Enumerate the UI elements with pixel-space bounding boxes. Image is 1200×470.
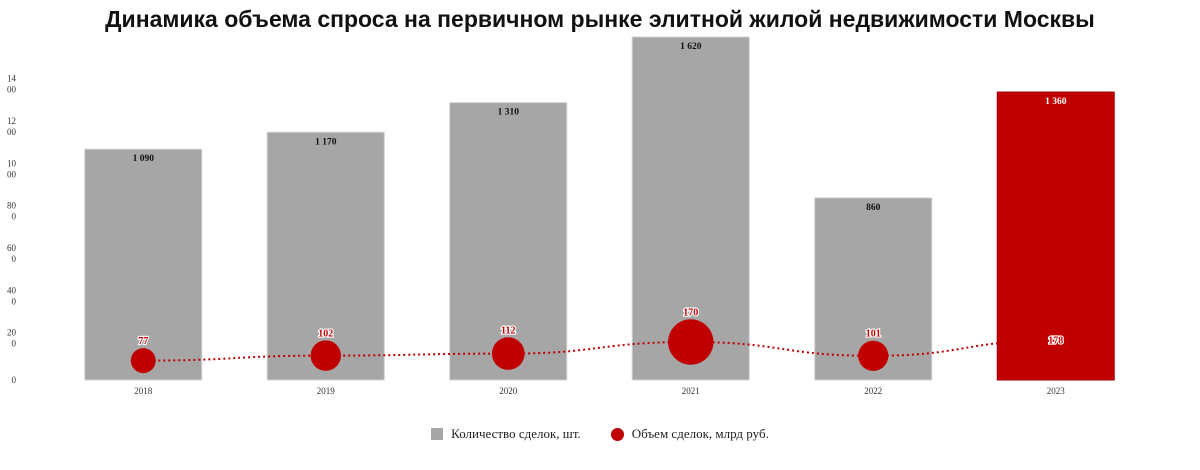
volume-value-label: 77 bbox=[138, 336, 148, 347]
bar-value-label: 1 090 bbox=[133, 154, 155, 164]
bar-value-label: 1 310 bbox=[498, 108, 520, 118]
legend-item-deals-count: Количество сделок, шт. bbox=[431, 426, 581, 442]
volume-bubble bbox=[491, 337, 525, 370]
bar bbox=[449, 102, 568, 381]
y-tick-label: 12 00 bbox=[7, 116, 17, 137]
legend-item-deals-volume: Объем сделок, млрд руб. bbox=[610, 426, 769, 442]
volume-bubble bbox=[310, 340, 341, 371]
volume-bubble bbox=[130, 348, 156, 374]
chart-plot: 0 20 0 40 0 60 0 80 0 10 00 12 00 14 00 1 090 1 170 1 310… bbox=[7, 36, 1115, 396]
y-tick-label: 0 bbox=[12, 375, 17, 385]
bar-value-label: 860 bbox=[866, 203, 881, 213]
volume-bubble bbox=[668, 319, 714, 365]
bar-value-label: 1 170 bbox=[315, 137, 337, 147]
y-tick-label: 80 0 bbox=[7, 201, 17, 222]
x-tick-label: 2018 bbox=[134, 386, 153, 396]
volume-trend-line bbox=[143, 339, 1056, 362]
x-tick-label: 2019 bbox=[317, 386, 336, 396]
legend-label-deals-count: Количество сделок, шт. bbox=[451, 426, 581, 441]
volume-value-label: 112 bbox=[501, 325, 515, 336]
y-tick-label: 20 0 bbox=[7, 328, 17, 349]
volume-value-label: 170 bbox=[683, 307, 698, 318]
legend-label-deals-volume: Объем сделок, млрд руб. bbox=[631, 426, 769, 441]
volume-value-label: 178 bbox=[1048, 335, 1063, 346]
volume-bubble bbox=[858, 340, 889, 371]
volume-value-label: 102 bbox=[318, 328, 333, 339]
x-tick-label: 2021 bbox=[682, 386, 700, 396]
bar-value-label: 1 360 bbox=[1045, 97, 1067, 107]
y-tick-label: 40 0 bbox=[7, 285, 17, 306]
legend-swatch-deals-count bbox=[431, 428, 444, 440]
x-tick-label: 2020 bbox=[499, 386, 518, 396]
bar bbox=[266, 131, 385, 381]
x-tick-label: 2022 bbox=[864, 386, 882, 396]
bar bbox=[996, 91, 1115, 381]
legend-swatch-deals-volume bbox=[610, 427, 624, 441]
y-tick-label: 14 00 bbox=[7, 74, 17, 95]
y-tick-label: 60 0 bbox=[7, 243, 17, 264]
chart-title: Динамика объема спроса на первичном рынк… bbox=[105, 6, 1095, 32]
volume-value-label: 101 bbox=[866, 329, 881, 340]
legend: Количество сделок, шт. Объем сделок, млр… bbox=[0, 426, 1200, 442]
y-tick-label: 10 00 bbox=[7, 158, 17, 179]
bar bbox=[814, 197, 933, 381]
x-tick-label: 2023 bbox=[1047, 386, 1066, 396]
bar-value-label: 1 620 bbox=[680, 42, 702, 52]
bar bbox=[84, 148, 203, 381]
